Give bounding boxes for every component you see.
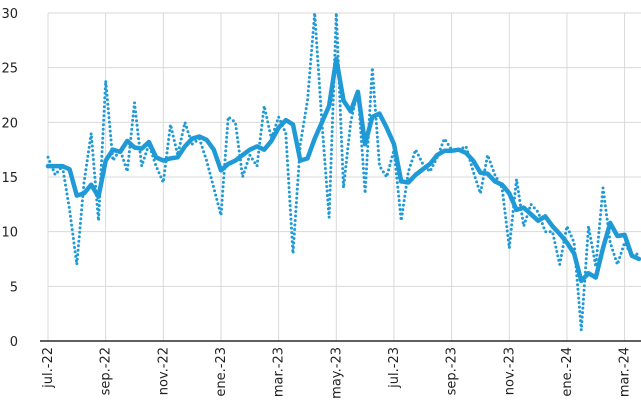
x-tick-label: jul.-22 xyxy=(41,347,56,389)
x-tick-label: may.-23 xyxy=(329,347,344,399)
series-line xyxy=(46,13,641,332)
series-line xyxy=(45,56,641,284)
y-tick-label: 25 xyxy=(1,62,18,77)
x-tick-label: sep.-23 xyxy=(445,347,460,395)
x-tick-label: ene.-24 xyxy=(560,347,575,397)
x-tick-label: mar.-23 xyxy=(272,347,287,397)
plot-area xyxy=(45,13,641,332)
x-tick-label: mar.-24 xyxy=(618,347,633,397)
x-tick-label: sep.-22 xyxy=(99,347,114,395)
y-tick-label: 20 xyxy=(1,116,18,131)
x-tick-label: ene.-23 xyxy=(214,347,229,397)
y-tick-label: 5 xyxy=(10,280,18,295)
y-tick-label: 10 xyxy=(1,226,18,241)
y-tick-label: 15 xyxy=(1,171,18,186)
y-tick-label: 30 xyxy=(1,7,18,22)
y-tick-label: 0 xyxy=(10,335,18,350)
x-tick-label: jul.-23 xyxy=(387,347,402,389)
x-tick-label: nov.-22 xyxy=(156,347,171,395)
x-tick-label: nov.-23 xyxy=(502,347,517,395)
